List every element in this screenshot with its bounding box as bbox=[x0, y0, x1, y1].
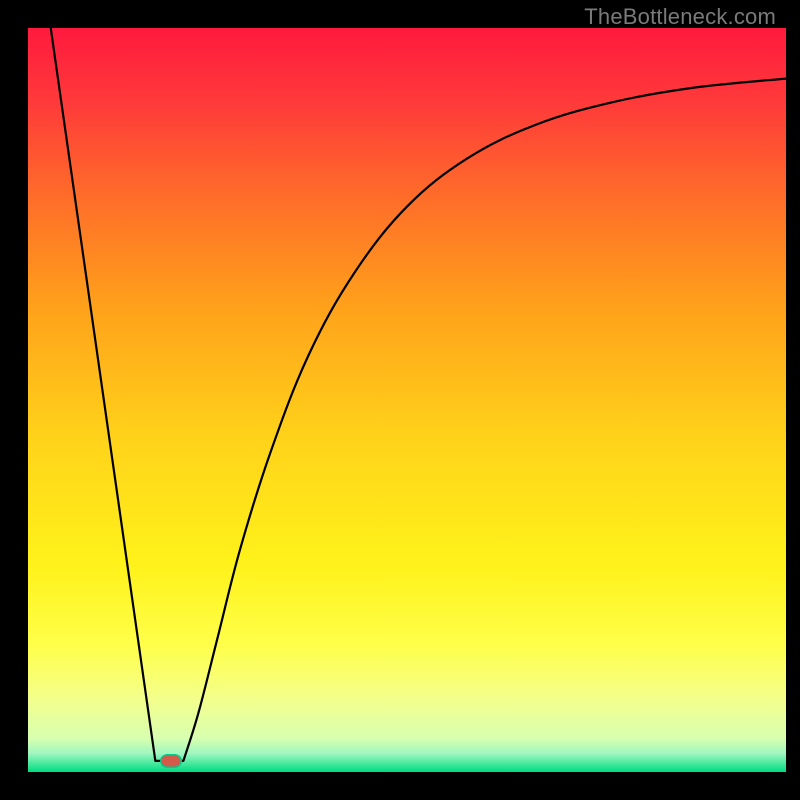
frame-border-bottom bbox=[0, 772, 800, 800]
watermark-text: TheBottleneck.com bbox=[584, 4, 776, 30]
valley-marker bbox=[160, 754, 182, 768]
chart-frame: TheBottleneck.com bbox=[0, 0, 800, 800]
plot-area bbox=[28, 28, 786, 772]
frame-border-right bbox=[786, 0, 800, 800]
frame-border-left bbox=[0, 0, 28, 800]
bottleneck-curve bbox=[28, 28, 786, 772]
